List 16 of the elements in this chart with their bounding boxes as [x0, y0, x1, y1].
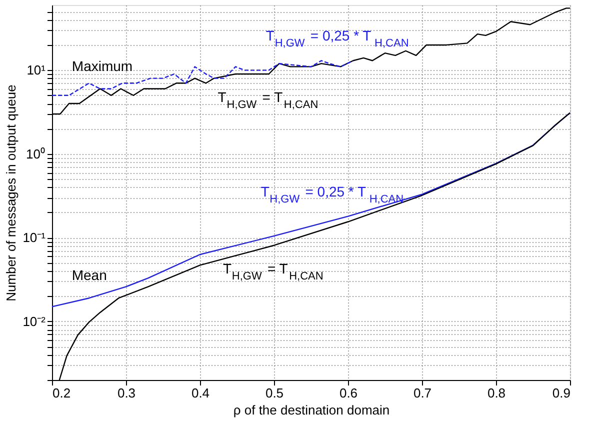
x-axis-title: ρ of the destination domain — [233, 402, 390, 418]
x-tick-label: 0.9 — [552, 386, 570, 400]
x-tick-label: 0.2 — [52, 386, 71, 400]
y-tick-label: 10⁰ — [26, 146, 46, 162]
x-tick-label: 0.5 — [265, 386, 284, 400]
y-tick-label: 10¹ — [26, 62, 46, 78]
x-tick-label: 0.4 — [191, 386, 210, 400]
y-axis-title: Number of messages in output queue — [4, 84, 19, 302]
x-tick-label: 0.6 — [339, 386, 358, 400]
y-tick-label: 10⁻¹ — [22, 230, 46, 246]
y-tick-label: 10⁻² — [22, 314, 46, 329]
annotation: Mean — [72, 267, 107, 284]
annotation: Maximum — [72, 58, 133, 74]
x-tick-label: 0.8 — [487, 386, 506, 400]
x-tick-label: 0.3 — [117, 386, 136, 400]
x-tick-label: 0.7 — [413, 386, 432, 400]
